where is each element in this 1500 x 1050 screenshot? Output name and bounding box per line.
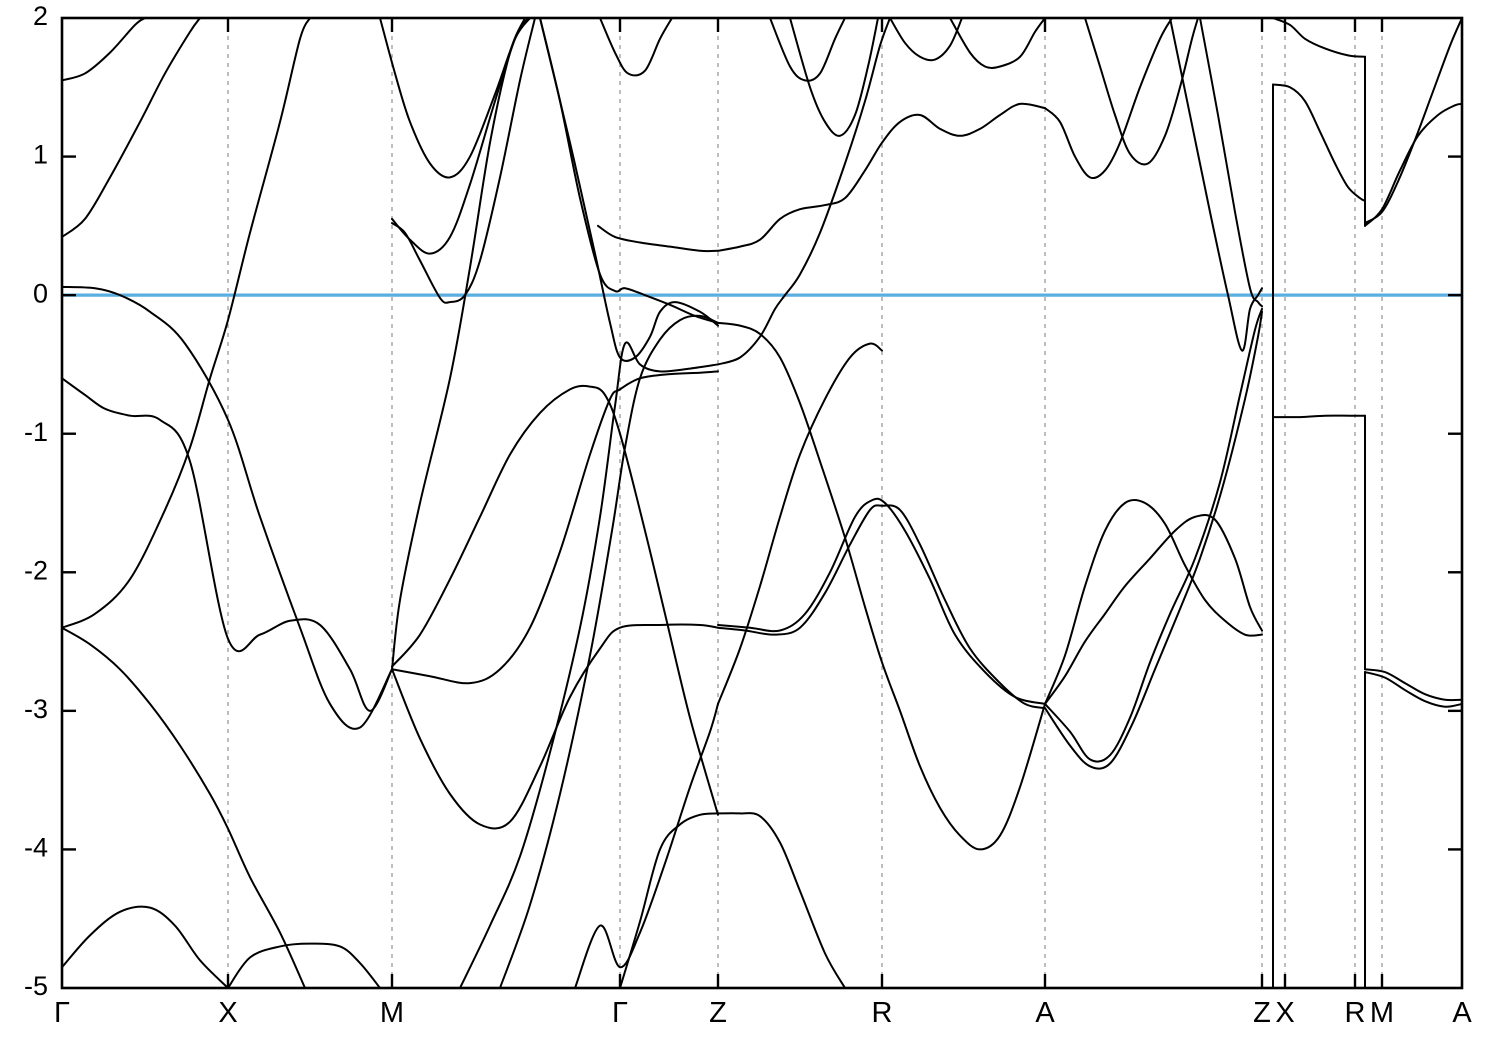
- band-curve: [717, 102, 1046, 252]
- band-curve: [1364, 668, 1463, 702]
- band-curve: [619, 812, 719, 989]
- band-curve: [499, 314, 719, 989]
- band-curve: [61, 17, 311, 629]
- band-curve: [789, 17, 879, 137]
- band-curve: [769, 17, 846, 82]
- band-curve: [61, 905, 229, 989]
- x-tick-label: M: [380, 997, 404, 1029]
- band-curve: [599, 17, 673, 77]
- y-tick-label: 0: [33, 278, 48, 308]
- x-tick-label: X: [218, 997, 237, 1029]
- band-curve: [1084, 17, 1199, 166]
- band-curve: [61, 285, 393, 730]
- band-curve: [889, 17, 963, 62]
- axis-frame: [60, 16, 1464, 990]
- band-curve: [459, 341, 719, 989]
- band-curve: [391, 370, 719, 685]
- band-curve: [574, 702, 719, 989]
- band-curve: [717, 321, 1046, 851]
- band-curve: [717, 504, 1046, 710]
- y-tick-label: -1: [24, 417, 48, 447]
- high-symmetry-gridlines: [227, 18, 1383, 988]
- x-tick-label: A: [1035, 997, 1055, 1029]
- y-tick-label: 2: [33, 1, 48, 31]
- y-axis-tick-labels: 2 1 0 -1 -2 -3 -4 -5: [24, 1, 48, 1001]
- band-curve: [1272, 83, 1366, 202]
- y-tick-label: -2: [24, 555, 48, 585]
- band-curve: [391, 17, 529, 255]
- band-curve: [1364, 102, 1463, 227]
- x-tick-label: R: [1345, 997, 1366, 1029]
- band-curve: [1044, 17, 1173, 180]
- band-curve: [539, 17, 719, 362]
- x-tick-label: R: [872, 997, 893, 1029]
- y-tick-label: -4: [24, 833, 48, 863]
- x-tick-label: M: [1370, 997, 1394, 1029]
- band-curve: [1272, 414, 1366, 419]
- band-curve: [61, 626, 306, 989]
- band-curve: [1044, 498, 1263, 705]
- y-tick-label: -3: [24, 694, 48, 724]
- band-curve: [227, 942, 381, 989]
- band-curve: [391, 623, 719, 830]
- y-tick-label: -5: [24, 971, 48, 1001]
- band-curve: [1364, 671, 1463, 708]
- band-curve: [597, 224, 719, 253]
- band-curve: [1044, 308, 1263, 763]
- band-curve: [1169, 17, 1263, 352]
- band-curve: [717, 342, 883, 705]
- x-tick-label: A: [1452, 997, 1472, 1029]
- x-tick-label: Γ: [54, 997, 70, 1029]
- band-curve: [1272, 17, 1366, 58]
- band-curve: [1044, 310, 1263, 770]
- band-curve: [717, 17, 891, 366]
- band-curve: [391, 384, 719, 816]
- band-curve: [539, 17, 719, 324]
- plot-border: [60, 16, 1464, 990]
- axis-ticks: [62, 18, 1462, 988]
- band-curves: [61, 17, 1463, 989]
- band-curve: [717, 812, 846, 989]
- band-curve: [949, 17, 1046, 69]
- band-curve: [391, 17, 526, 671]
- band-curve: [717, 497, 1046, 705]
- band-curve: [1044, 513, 1263, 705]
- x-tick-label: X: [1275, 997, 1294, 1029]
- band-curve: [379, 17, 531, 179]
- x-tick-label: Z: [1253, 997, 1271, 1029]
- band-curve: [61, 17, 146, 82]
- band-curve: [1199, 17, 1263, 308]
- band-curve: [391, 17, 536, 304]
- y-tick-label: 1: [33, 140, 48, 170]
- x-tick-label: Γ: [612, 997, 628, 1029]
- band-curve: [61, 377, 393, 712]
- band-curve: [61, 17, 201, 238]
- band-curve: [1364, 17, 1463, 225]
- x-tick-label: Z: [709, 997, 727, 1029]
